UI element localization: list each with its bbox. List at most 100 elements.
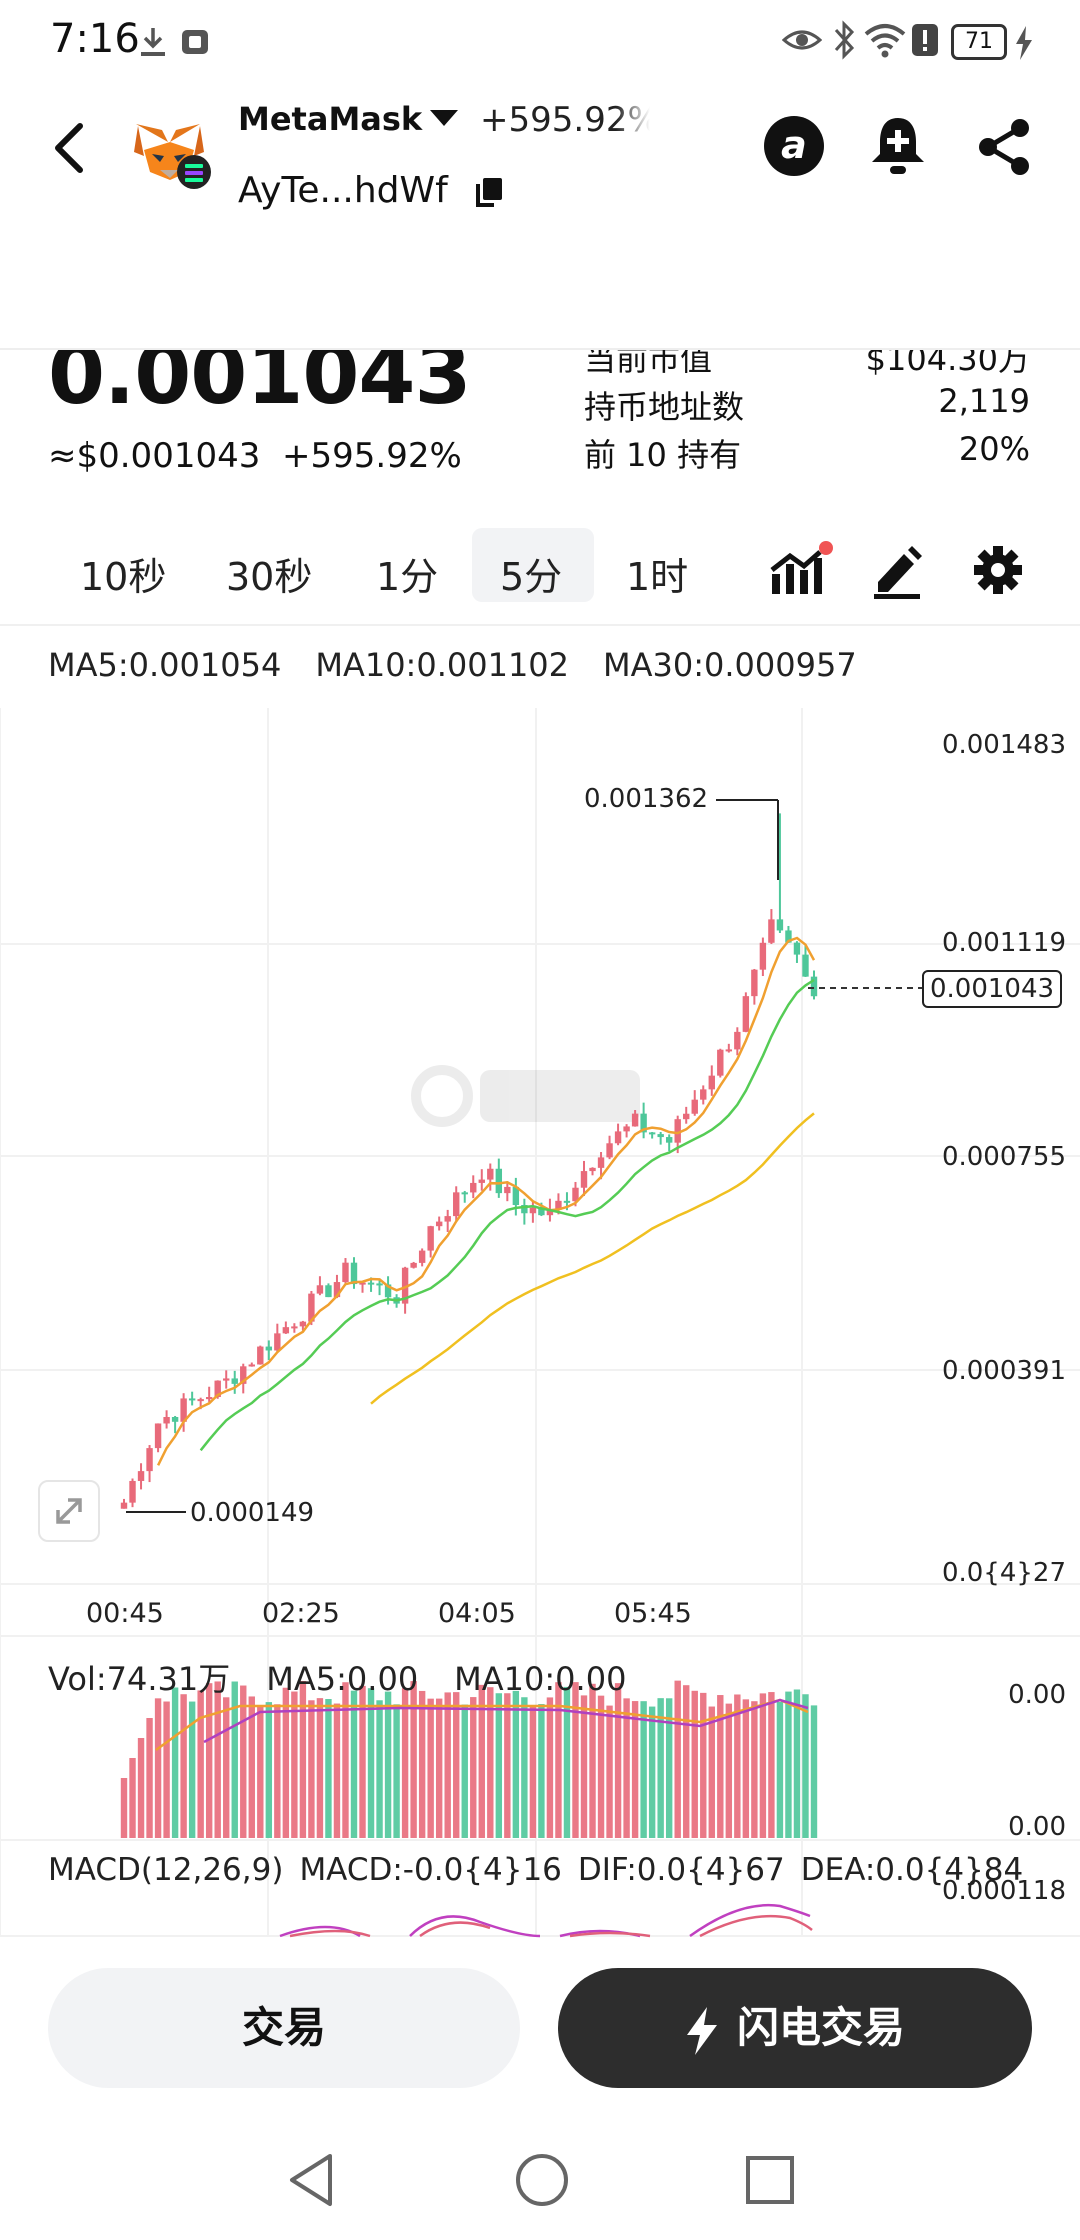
indicators-icon[interactable] [766, 540, 836, 600]
token-name[interactable]: MetaMask [238, 100, 423, 138]
volume-bar [674, 1680, 681, 1838]
interval-10s[interactable]: 10秒 [80, 555, 167, 599]
candle-body [342, 1262, 349, 1283]
volume-bar [197, 1690, 204, 1838]
volume-bar [470, 1697, 477, 1838]
volume-bar [529, 1705, 537, 1838]
low-price-label: 0.000149 [190, 1498, 315, 1528]
volume-bar [546, 1697, 554, 1838]
copy-icon[interactable] [474, 176, 504, 208]
volume-bar [461, 1704, 468, 1838]
candle-body [700, 1089, 707, 1100]
candle-body [325, 1285, 332, 1298]
volume-bar [171, 1687, 179, 1838]
ma5-line [156, 936, 816, 1466]
volume-bar [359, 1685, 366, 1838]
candle-body [734, 1031, 741, 1050]
ma30-value: MA30:0.000957 [603, 646, 857, 684]
kline-chart[interactable] [0, 700, 1080, 1950]
candle-body [597, 1157, 605, 1168]
volume-bar [376, 1700, 383, 1838]
share-icon[interactable] [974, 116, 1034, 178]
nav-recents-icon[interactable] [742, 2150, 798, 2210]
volume-bar [589, 1683, 596, 1838]
volume-bar [734, 1694, 741, 1838]
volume-bar [316, 1698, 324, 1838]
candle-body [648, 1132, 656, 1135]
macd-layer [279, 1903, 813, 1938]
candle-body [802, 954, 809, 977]
interval-30s[interactable]: 30秒 [226, 555, 313, 599]
trade-button[interactable]: 交易 [48, 1968, 520, 2088]
chevron-down-icon[interactable] [430, 110, 458, 126]
volume-bar [129, 1758, 136, 1838]
metamask-logo [134, 124, 211, 189]
volume-bar [776, 1701, 784, 1838]
eye-icon [782, 30, 822, 50]
stat-top10-label: 前 10 持有 [584, 436, 742, 474]
bluetooth-icon [834, 20, 855, 60]
candle-body [257, 1346, 264, 1365]
volume-bar [538, 1704, 545, 1838]
candle-body [572, 1187, 579, 1202]
vol-axis-bottom: 0.00 [1008, 1812, 1066, 1842]
candle-body [504, 1186, 511, 1194]
interval-5m[interactable]: 5分 [500, 555, 563, 599]
back-arrow-icon[interactable] [46, 118, 96, 178]
current-price-tag: 0.001043 [922, 970, 1063, 1008]
y-tick-3: 0.000755 [941, 1142, 1066, 1172]
macd-dif-line [279, 1903, 811, 1938]
candle-body [308, 1293, 315, 1322]
price-change-pct: +595.92% [282, 436, 462, 476]
interval-active-bg [472, 528, 594, 602]
volume-bar [631, 1701, 639, 1838]
candle-body [265, 1346, 273, 1351]
candle-body [776, 919, 784, 931]
stat-top10-value: 20% [958, 430, 1030, 468]
stat-holders-value: 2,119 [938, 382, 1030, 420]
volume-bar [742, 1699, 750, 1838]
battery-indicator: 71 [951, 24, 1007, 60]
a-icon[interactable]: a [764, 116, 824, 176]
high-price-label: 0.001362 [584, 784, 709, 814]
volume-bar [154, 1698, 162, 1838]
candle-body [529, 1207, 537, 1214]
draw-pen-icon[interactable] [870, 540, 926, 600]
ma5-value: MA5:0.001054 [48, 646, 282, 684]
gear-icon[interactable] [970, 540, 1026, 600]
fullscreen-expand-button[interactable] [38, 1480, 100, 1542]
nav-home-icon[interactable] [512, 2150, 572, 2210]
volume-bar [435, 1698, 443, 1838]
expand-icon [56, 1498, 82, 1524]
candle-body [435, 1221, 443, 1227]
volume-bar [521, 1697, 528, 1838]
interval-1h[interactable]: 1时 [626, 555, 689, 599]
candle-body [240, 1366, 247, 1384]
status-bar: 7:16 71 [0, 0, 1080, 84]
macd-dea-line [289, 1914, 813, 1938]
candle-body [563, 1200, 571, 1203]
volume-bar [606, 1705, 613, 1838]
candle-body [316, 1285, 324, 1294]
nav-back-icon[interactable] [284, 2150, 338, 2210]
macd-title: MACD(12,26,9) [48, 1852, 284, 1888]
volume-bar [291, 1691, 298, 1838]
volume-bar [683, 1685, 690, 1838]
volume-bar [648, 1706, 656, 1838]
volume-bar [444, 1692, 451, 1838]
vol-axis-top: 0.00 [1008, 1680, 1066, 1710]
volume-bar [640, 1701, 647, 1838]
app-notification-icon [182, 30, 208, 54]
flash-trade-button[interactable]: 闪电交易 [558, 1968, 1032, 2088]
interval-1m[interactable]: 1分 [376, 555, 439, 599]
candle-body [137, 1471, 145, 1481]
volume-bar [401, 1688, 409, 1838]
x-tick-4: 05:45 [614, 1598, 692, 1629]
volume-bar [384, 1691, 392, 1838]
add-alert-bell-icon[interactable] [868, 114, 928, 178]
candle-body [180, 1398, 187, 1422]
volume-bar [205, 1683, 213, 1838]
volume-bar [580, 1695, 588, 1838]
volume-bar [214, 1681, 221, 1838]
volume-bar [240, 1685, 247, 1838]
